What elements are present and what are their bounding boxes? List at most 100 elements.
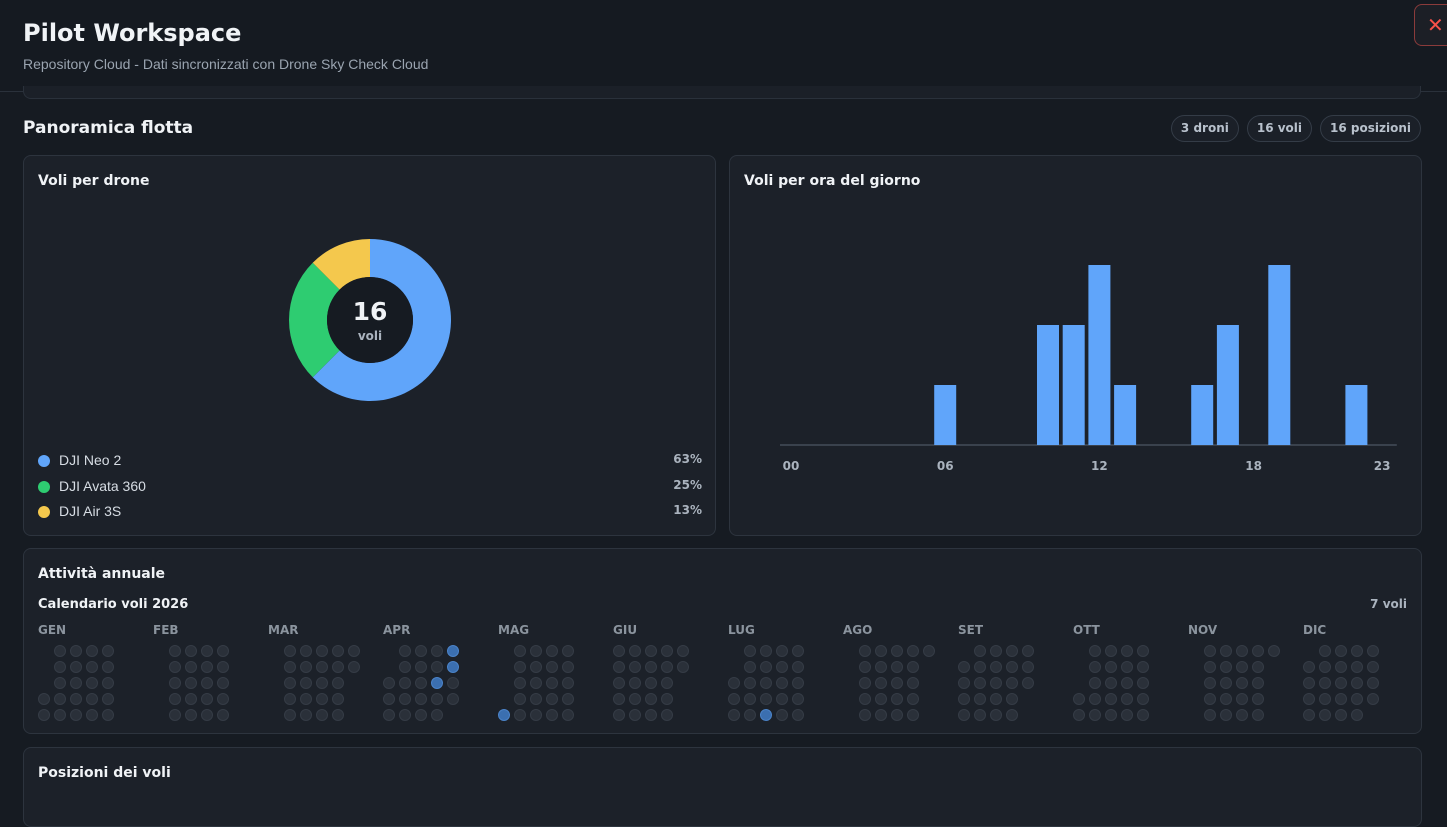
donut-slice-2[interactable] [312, 239, 370, 290]
calendar-day[interactable] [514, 709, 526, 721]
calendar-day[interactable] [530, 645, 542, 657]
calendar-day[interactable] [1351, 661, 1363, 673]
calendar-day[interactable] [316, 677, 328, 689]
calendar-day[interactable] [1105, 709, 1117, 721]
calendar-day[interactable] [776, 661, 788, 673]
calendar-day[interactable] [1268, 645, 1280, 657]
calendar-day[interactable] [1105, 645, 1117, 657]
calendar-day[interactable] [562, 709, 574, 721]
calendar-day[interactable] [546, 693, 558, 705]
calendar-day[interactable] [744, 693, 756, 705]
calendar-day[interactable] [1204, 661, 1216, 673]
calendar-day[interactable] [1367, 693, 1379, 705]
calendar-day[interactable] [677, 645, 689, 657]
calendar-day[interactable] [447, 677, 459, 689]
hour-bar-10[interactable] [1037, 325, 1059, 445]
calendar-day[interactable] [530, 661, 542, 673]
calendar-day[interactable] [86, 645, 98, 657]
calendar-day[interactable] [284, 693, 296, 705]
calendar-day[interactable] [332, 661, 344, 673]
calendar-day[interactable] [661, 709, 673, 721]
calendar-day[interactable] [1236, 709, 1248, 721]
calendar-day[interactable] [1137, 661, 1149, 673]
calendar-day[interactable] [1351, 645, 1363, 657]
calendar-day[interactable] [990, 661, 1002, 673]
calendar-day[interactable] [1137, 645, 1149, 657]
calendar-day[interactable] [1105, 677, 1117, 689]
calendar-day[interactable] [185, 645, 197, 657]
calendar-day[interactable] [169, 661, 181, 673]
calendar-day[interactable] [760, 677, 772, 689]
calendar-day[interactable] [169, 709, 181, 721]
hour-bar-17[interactable] [1216, 325, 1239, 445]
calendar-day[interactable] [514, 693, 526, 705]
calendar-day[interactable] [629, 693, 641, 705]
calendar-day[interactable] [284, 645, 296, 657]
calendar-day[interactable] [54, 661, 66, 673]
calendar-day[interactable] [201, 661, 213, 673]
calendar-day[interactable] [1335, 677, 1347, 689]
calendar-day[interactable] [348, 661, 360, 673]
calendar-day[interactable] [1121, 693, 1133, 705]
hour-bar-12[interactable] [1088, 265, 1111, 445]
calendar-day[interactable] [792, 677, 804, 689]
calendar-day[interactable] [102, 709, 114, 721]
calendar-day[interactable] [54, 709, 66, 721]
hour-bar-11[interactable] [1062, 325, 1085, 445]
calendar-day[interactable] [792, 645, 804, 657]
calendar-day[interactable] [38, 693, 50, 705]
calendar-day[interactable] [1121, 661, 1133, 673]
calendar-day[interactable] [613, 661, 625, 673]
calendar-day[interactable] [447, 645, 459, 657]
calendar-day[interactable] [990, 693, 1002, 705]
donut-slice-0[interactable] [312, 239, 451, 401]
calendar-day[interactable] [974, 645, 986, 657]
calendar-day[interactable] [1252, 645, 1264, 657]
calendar-day[interactable] [546, 709, 558, 721]
calendar-day[interactable] [546, 645, 558, 657]
calendar-day[interactable] [1089, 677, 1101, 689]
calendar-day[interactable] [1121, 677, 1133, 689]
calendar-day[interactable] [284, 709, 296, 721]
calendar-day[interactable] [185, 709, 197, 721]
calendar-day[interactable] [1089, 661, 1101, 673]
calendar-day[interactable] [1006, 645, 1018, 657]
calendar-day[interactable] [974, 677, 986, 689]
calendar-day[interactable] [86, 693, 98, 705]
calendar-day[interactable] [1303, 661, 1315, 673]
calendar-day[interactable] [907, 693, 919, 705]
calendar-day[interactable] [1367, 677, 1379, 689]
calendar-day[interactable] [1073, 693, 1085, 705]
calendar-day[interactable] [645, 645, 657, 657]
calendar-day[interactable] [316, 661, 328, 673]
calendar-day[interactable] [284, 661, 296, 673]
calendar-day[interactable] [415, 693, 427, 705]
calendar-day[interactable] [546, 677, 558, 689]
calendar-day[interactable] [629, 677, 641, 689]
calendar-day[interactable] [1022, 645, 1034, 657]
calendar-day[interactable] [169, 693, 181, 705]
calendar-day[interactable] [891, 661, 903, 673]
calendar-day[interactable] [875, 661, 887, 673]
calendar-day[interactable] [958, 677, 970, 689]
calendar-day[interactable] [760, 709, 772, 721]
calendar-day[interactable] [1319, 645, 1331, 657]
hour-bar-16[interactable] [1191, 385, 1214, 445]
calendar-day[interactable] [86, 677, 98, 689]
calendar-day[interactable] [776, 709, 788, 721]
calendar-day[interactable] [1319, 709, 1331, 721]
calendar-day[interactable] [284, 677, 296, 689]
calendar-day[interactable] [744, 677, 756, 689]
calendar-day[interactable] [974, 661, 986, 673]
calendar-day[interactable] [1006, 693, 1018, 705]
calendar-day[interactable] [86, 661, 98, 673]
calendar-day[interactable] [1351, 709, 1363, 721]
hour-bar-19[interactable] [1268, 265, 1291, 445]
calendar-day[interactable] [728, 709, 740, 721]
calendar-day[interactable] [661, 645, 673, 657]
calendar-day[interactable] [86, 709, 98, 721]
calendar-day[interactable] [514, 661, 526, 673]
calendar-day[interactable] [859, 709, 871, 721]
calendar-day[interactable] [760, 645, 772, 657]
calendar-day[interactable] [645, 677, 657, 689]
